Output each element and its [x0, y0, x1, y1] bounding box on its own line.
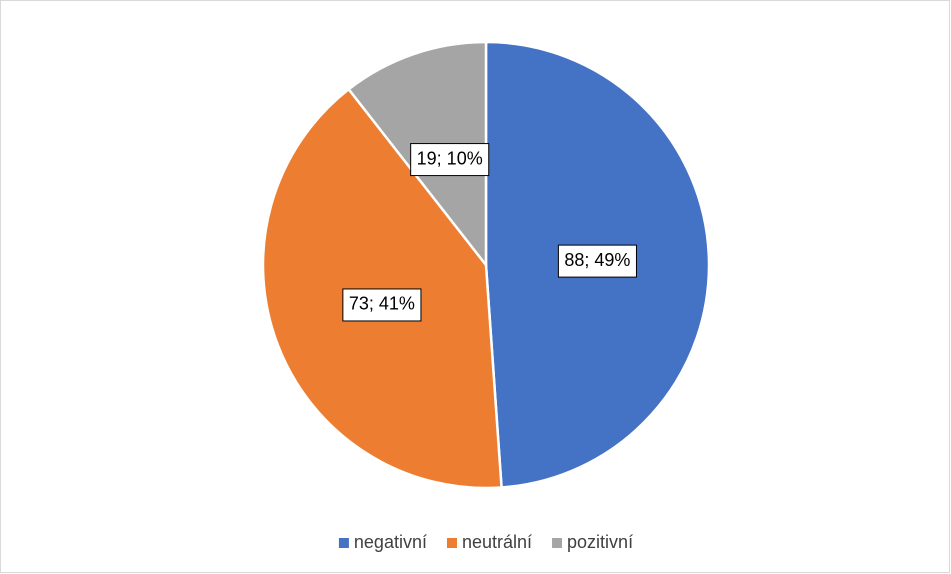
legend-swatch [338, 538, 349, 548]
legend-swatch [446, 538, 457, 548]
legend-label: pozitivní [567, 532, 633, 552]
data-label-box [557, 244, 637, 278]
data-label: 88; 49% [564, 250, 630, 270]
legend-label: negativní [354, 532, 427, 552]
data-label: 73; 41% [349, 294, 415, 314]
legend-swatch [552, 538, 563, 548]
data-label-box [410, 143, 490, 177]
data-label-box [342, 288, 422, 322]
legend: negativní neutrální pozitivní [338, 532, 633, 552]
legend-label: neutrální [462, 532, 532, 552]
data-label: 19; 10% [417, 148, 483, 168]
